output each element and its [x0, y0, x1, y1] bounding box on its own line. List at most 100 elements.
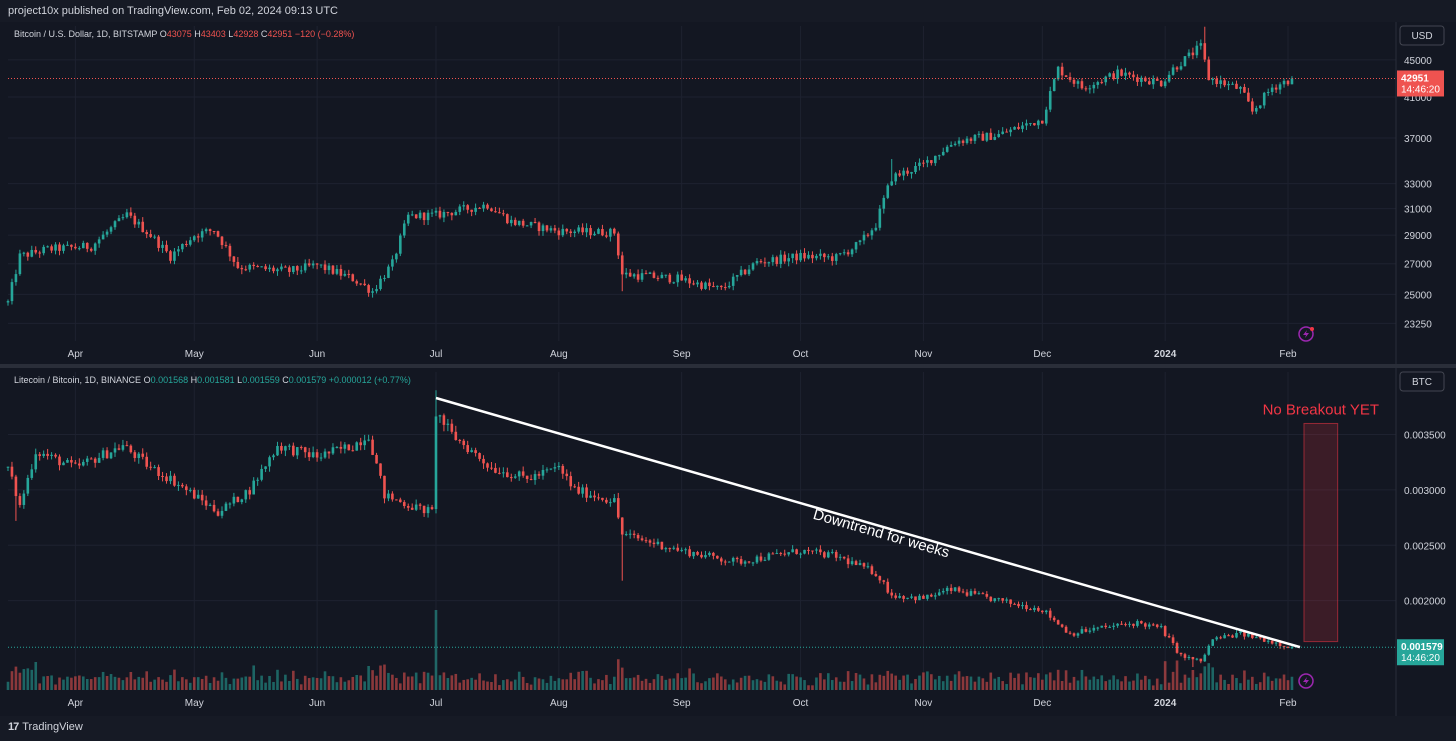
candle-body [751, 263, 755, 270]
candle-body [767, 262, 771, 264]
volume-bar [101, 671, 105, 690]
candle-body [169, 251, 172, 261]
candle-body [672, 547, 676, 549]
candle-body [609, 502, 612, 504]
candle-body [216, 231, 220, 237]
candle-body [34, 454, 38, 470]
candle-body [133, 452, 137, 459]
x-tick-label: Jul [430, 349, 443, 360]
candle-body [708, 282, 711, 287]
lightning-alert-icon[interactable] [1298, 673, 1314, 689]
candle-body [1195, 658, 1199, 660]
volume-bar [858, 674, 862, 690]
candle-body [1211, 78, 1215, 81]
currency-button[interactable]: BTC [1399, 371, 1445, 392]
volume-bar [910, 683, 913, 690]
candle-body [1052, 617, 1056, 621]
chart-pane-ltcbtc[interactable]: 0.003500 0.003000 0.002500 0.002000 Apr May Ju… [0, 368, 1456, 716]
candle-body [585, 487, 588, 498]
candle-body [640, 538, 644, 541]
candle-body [1163, 626, 1167, 637]
currency-button-bg[interactable] [1399, 25, 1445, 46]
candle-body [1100, 625, 1104, 628]
candle-body [628, 272, 632, 277]
candle-body [410, 507, 414, 510]
volume-bar [545, 682, 549, 690]
volume-bar [577, 671, 580, 690]
candle-body [692, 551, 695, 557]
candle-body [137, 453, 141, 459]
candle-body [1060, 66, 1064, 76]
volume-bar [58, 677, 61, 690]
candle-body [811, 254, 814, 259]
currency-button-bg[interactable] [1399, 371, 1445, 392]
volume-bar [1243, 670, 1246, 690]
volume-bar [38, 683, 42, 690]
candle-body [216, 511, 220, 516]
candle-body [414, 504, 418, 510]
currency-button[interactable]: USD [1399, 25, 1445, 46]
candle-body [1064, 75, 1068, 77]
candle-body [1088, 630, 1092, 632]
candle-body [311, 263, 315, 266]
volume-bar [977, 676, 981, 690]
ohlc-o-label: O [144, 375, 151, 385]
candle-body [1278, 84, 1282, 90]
candle-body [977, 593, 981, 595]
no-breakout-box[interactable] [1303, 422, 1339, 643]
volume-bar [414, 672, 418, 690]
candle-body [993, 136, 997, 140]
volume-bar [149, 681, 152, 690]
ohlc-o-label: O [160, 29, 167, 39]
candle-body [811, 550, 814, 552]
candle-body [597, 229, 600, 234]
lightning-alert-icon[interactable] [1298, 326, 1314, 342]
candle-body [517, 220, 521, 225]
candle-body [462, 440, 466, 446]
x-tick-label: Nov [915, 698, 933, 709]
candle-body [383, 277, 386, 279]
candle-body [842, 252, 846, 254]
volume-bar [1100, 675, 1104, 690]
pane-separator[interactable] [0, 364, 1456, 368]
candle-body [220, 236, 224, 246]
currency-button-label: BTC [1412, 377, 1432, 388]
candle-body [50, 246, 53, 251]
candle-body [977, 133, 981, 135]
candles [6, 390, 1294, 668]
tradingview-logo[interactable]: 17 TradingView [8, 721, 83, 733]
candle-body [50, 454, 53, 456]
candle-body [1080, 629, 1084, 634]
candle-body [157, 467, 160, 476]
candle-body [22, 493, 26, 505]
candle-body [284, 446, 287, 451]
candle-body [30, 469, 34, 478]
chart-pane-btcusd[interactable]: 45000 41000 37000 33000 31000 29000 27000 25000… [0, 22, 1456, 364]
candle-body [93, 243, 97, 251]
candle-body [1219, 80, 1222, 84]
candle-body [525, 475, 529, 479]
candle-body [327, 265, 331, 271]
volume-bar [601, 680, 604, 690]
candle-body [434, 210, 438, 213]
charts-canvas[interactable]: 45000 41000 37000 33000 31000 29000 27000 25000… [0, 22, 1456, 716]
candle-body [81, 242, 85, 249]
candle-body [842, 556, 846, 559]
candle-body [664, 274, 668, 276]
candle-body [177, 484, 180, 486]
volume-bar [299, 684, 303, 690]
no-breakout-annotation[interactable]: No Breakout YET [1263, 401, 1379, 643]
candle-body [910, 596, 913, 598]
candle-body [561, 465, 565, 474]
candle-body [664, 548, 668, 550]
ohlc-h-label: H [191, 375, 198, 385]
volume-bar [763, 681, 767, 690]
candle-body [351, 274, 355, 282]
downtrend-line[interactable] [435, 396, 1301, 649]
candle-body [819, 253, 822, 256]
volume-bar [363, 681, 366, 690]
candle-body [402, 223, 406, 236]
volume-bar [470, 677, 473, 690]
volume-bar [1120, 681, 1123, 690]
volume-bar [1167, 682, 1171, 690]
